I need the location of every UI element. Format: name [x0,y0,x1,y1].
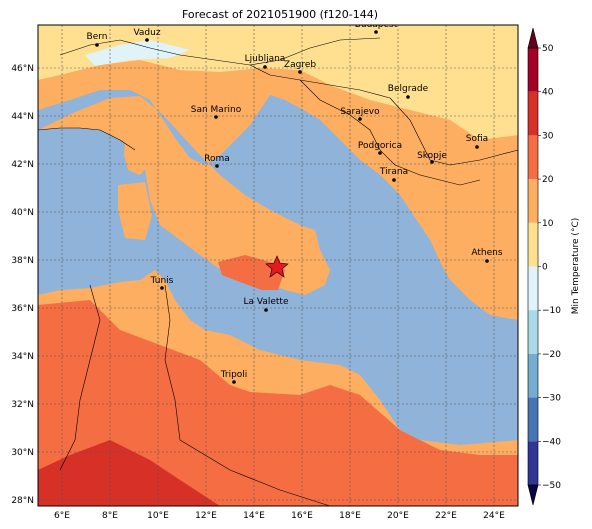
colorbar-bands [528,48,538,485]
colorbar-tick-label: 50 [542,44,554,54]
svg-text:Zagreb: Zagreb [284,60,316,70]
sea-fill-adriatic [298,108,405,210]
forecast-location-star-icon [265,255,289,278]
city-ljubljana: Ljubljana [245,54,286,69]
svg-text:Sofia: Sofia [466,134,488,144]
city-tunis: Tunis [150,276,174,290]
y-axis-ticks: 46°N 44°N 42°N 40°N 38°N 36°N 34°N 32°N … [11,64,34,506]
svg-text:Skopje: Skopje [417,151,447,161]
map-title: Forecast of 2021051900 (f120-144) [182,8,378,21]
svg-text:Belgrade: Belgrade [388,84,429,94]
x-axis-ticks: 6°E 8°E 10°E 12°E 14°E 16°E 18°E 20°E 22… [54,511,505,521]
y-tick: 38°N [11,256,34,266]
svg-text:Budapest: Budapest [355,20,398,30]
x-tick: 6°E [54,511,70,521]
colorbar-tick-label: −30 [542,394,561,404]
city-roma: Roma [204,154,230,168]
colorbar-min-arrow [527,484,539,506]
city-vaduz: Vaduz [133,28,161,42]
colorbar-band [528,441,538,485]
svg-text:Tripoli: Tripoli [220,370,248,380]
colorbar-tick-label: 0 [542,263,548,273]
colorbar-tick-label: 40 [542,88,554,98]
y-tick: 40°N [11,208,34,218]
y-tick: 28°N [11,496,34,506]
city-bern: Bern [87,32,108,47]
colorbar-tick-label: −10 [542,306,561,316]
country-borders [38,37,518,506]
colorbar-band [528,266,538,311]
svg-text:Podgorica: Podgorica [358,141,402,151]
sea-fill-western [38,128,518,445]
sea-fill-ionian [408,210,518,340]
y-tick: 46°N [11,64,34,74]
island-sardinia [118,182,152,240]
city-tirana: Tirana [379,167,408,182]
land-fill-alps-cold [85,40,190,66]
colorbar-band [528,179,538,223]
island-corsica [124,138,148,175]
colorbar-band [528,135,538,180]
svg-text:Vaduz: Vaduz [133,28,160,38]
city-belgrade: Belgrade [388,84,429,99]
map-area: Bern Vaduz Budapest Ljubljana Zagreb Bel… [38,20,518,506]
colorbar-tick-label: 20 [542,175,554,185]
svg-text:La Valette: La Valette [244,297,289,307]
colorbar-band [528,397,538,442]
colorbar-band [528,48,538,92]
svg-text:Athens: Athens [471,248,502,258]
colorbar-band [528,353,538,398]
graticule [38,25,518,506]
city-tripoli: Tripoli [220,370,248,384]
svg-text:Tirana: Tirana [379,167,408,177]
colorbar-tick-label: 10 [542,219,554,229]
map-frame [37,24,519,507]
city-zagreb: Zagreb [284,60,316,74]
svg-text:San Marino: San Marino [191,105,242,115]
x-tick: 10°E [147,511,169,521]
city-skopje: Skopje [417,151,447,164]
x-tick: 18°E [339,511,361,521]
y-tick: 36°N [11,304,34,314]
x-tick: 12°E [195,511,217,521]
city-budapest: Budapest [355,20,398,34]
city-sofia: Sofia [466,134,488,149]
city-sarajevo: Sarajevo [340,107,380,121]
y-tick: 30°N [11,448,34,458]
y-tick: 32°N [11,400,34,410]
x-tick: 24°E [483,511,505,521]
colorbar-band [528,310,538,354]
x-tick: 16°E [291,511,313,521]
colorbar-label: Min Temperature (°C) [571,218,581,315]
colorbar-tick-label: −50 [542,481,561,491]
colorbar: 50 40 30 20 10 0 −10 −20 −30 −40 −50 Min Temperatu… [527,27,581,506]
x-tick: 14°E [243,511,265,521]
svg-text:Sarajevo: Sarajevo [340,107,380,117]
colorbar-band [528,222,538,267]
y-tick: 44°N [11,112,34,122]
colorbar-ticks: 50 40 30 20 10 0 −10 −20 −30 −40 −50 [538,44,561,491]
city-markers: Bern Vaduz Budapest Ljubljana Zagreb Bel… [87,20,503,384]
svg-text:Tunis: Tunis [150,276,174,286]
colorbar-tick-label: −20 [542,350,561,360]
svg-text:Bern: Bern [87,32,108,42]
city-san-marino: San Marino [191,105,242,119]
x-tick: 22°E [435,511,457,521]
x-tick: 8°E [102,511,118,521]
y-tick: 42°N [11,160,34,170]
colorbar-band [528,91,538,136]
y-tick: 34°N [11,352,34,362]
land-fill-hot-sahara [38,440,220,506]
land-fill-cool-nw [38,25,120,50]
svg-text:Roma: Roma [204,154,230,164]
x-tick: 20°E [387,511,409,521]
svg-text:Ljubljana: Ljubljana [245,54,286,64]
colorbar-tick-label: 30 [542,131,554,141]
colorbar-tick-label: −40 [542,437,561,447]
colorbar-max-arrow [527,27,539,49]
city-podgorica: Podgorica [358,141,402,155]
city-la-valette: La Valette [244,297,289,312]
city-athens: Athens [471,248,503,263]
